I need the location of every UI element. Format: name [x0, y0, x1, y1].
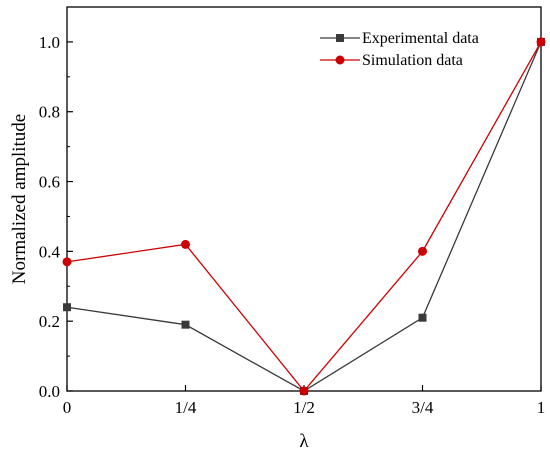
- legend-label: Experimental data: [362, 30, 479, 47]
- x-tick-label: 1/2: [293, 398, 315, 417]
- y-tick-label: 0.8: [39, 103, 60, 122]
- y-tick-label: 1.0: [39, 33, 60, 52]
- y-axis-label: Normalized amplitude: [9, 114, 30, 284]
- series-line-2: [66, 41, 542, 393]
- x-tick-label: 1/4: [175, 398, 197, 417]
- data-point-circle: [181, 239, 190, 249]
- y-tick-label: 0.6: [39, 173, 60, 192]
- legend-marker-square: [336, 34, 344, 42]
- y-tick-label: 0.2: [39, 312, 60, 331]
- y-axis: 0.0 0.2 0.4 0.6 0.8 1.0: [39, 6, 73, 401]
- data-point-square: [418, 313, 427, 322]
- y-tick-label: 0.4: [39, 242, 61, 261]
- data-point-circle: [62, 257, 72, 267]
- plot-frame: [66, 6, 542, 392]
- legend-marker-circle: [335, 55, 345, 65]
- x-tick-label: 3/4: [412, 398, 434, 417]
- y-tick-label: 0.0: [39, 382, 60, 401]
- series-layer: [62, 37, 546, 396]
- data-point-square: [63, 303, 71, 312]
- data-point-circle: [536, 37, 546, 47]
- data-point-square: [181, 320, 190, 329]
- x-tick-label: 1: [537, 398, 546, 417]
- x-tick-label: 0: [63, 398, 72, 417]
- series-line-1: [66, 41, 542, 392]
- data-point-circle: [299, 386, 309, 396]
- legend-label: Simulation data: [362, 52, 463, 69]
- x-axis: 0 1/4 1/2 3/4 1: [63, 385, 546, 417]
- x-axis-label: λ: [299, 431, 309, 452]
- legend: Experimental data Simulation data: [320, 30, 479, 69]
- data-point-circle: [418, 246, 427, 256]
